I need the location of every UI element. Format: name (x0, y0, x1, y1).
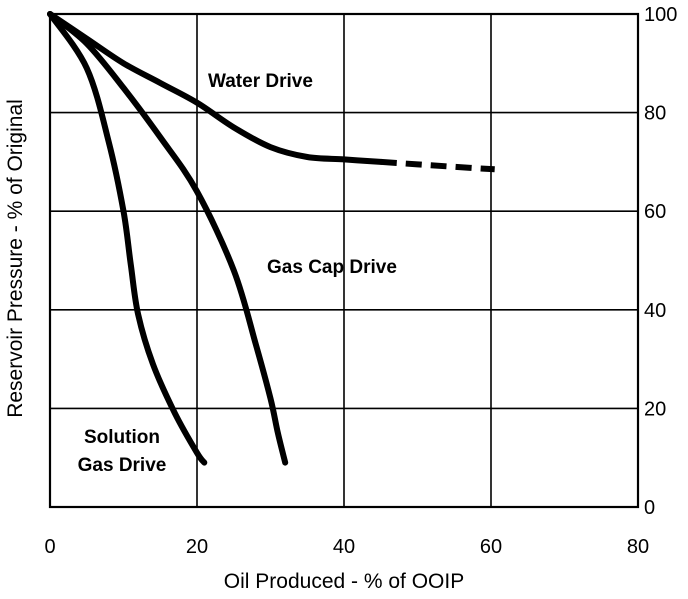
x-tick-label-0: 0 (44, 536, 55, 558)
water-drive-curve (47, 11, 384, 165)
water-drive-label: Water Drive (208, 71, 313, 92)
grid-lines (50, 14, 638, 507)
x-tick-label-80: 80 (627, 536, 649, 558)
series-labels: Water Drive Gas Cap Drive Solution Gas Driv… (78, 71, 397, 476)
x-tick-label-40: 40 (333, 536, 355, 558)
x-axis-title: Oil Produced - % of OOIP (224, 570, 464, 593)
y-tick-label-60: 60 (644, 201, 666, 223)
solution-gas-drive-curve (47, 11, 208, 466)
solution-gas-drive-label: Solution Gas Drive (78, 427, 167, 476)
y-axis-title: Reservoir Pressure - % of Original (4, 99, 27, 418)
series-curves (47, 11, 495, 466)
x-tick-label-20: 20 (186, 536, 208, 558)
x-tick-label-60: 60 (480, 536, 502, 558)
y-tick-label-0: 0 (644, 497, 655, 519)
x-tick-labels: 0 20 40 60 80 (44, 536, 649, 558)
y-tick-label-20: 20 (644, 398, 666, 420)
y-tick-label-80: 80 (644, 103, 666, 125)
water-drive-extrapolated-curve (380, 158, 495, 173)
y-tick-label-40: 40 (644, 300, 666, 322)
gas-cap-drive-curve (47, 11, 289, 466)
y-tick-labels: 0 20 40 60 80 100 (644, 4, 677, 519)
plot-frame (48, 12, 640, 509)
gas-cap-drive-label: Gas Cap Drive (267, 257, 397, 278)
y-tick-label-100: 100 (644, 4, 677, 26)
